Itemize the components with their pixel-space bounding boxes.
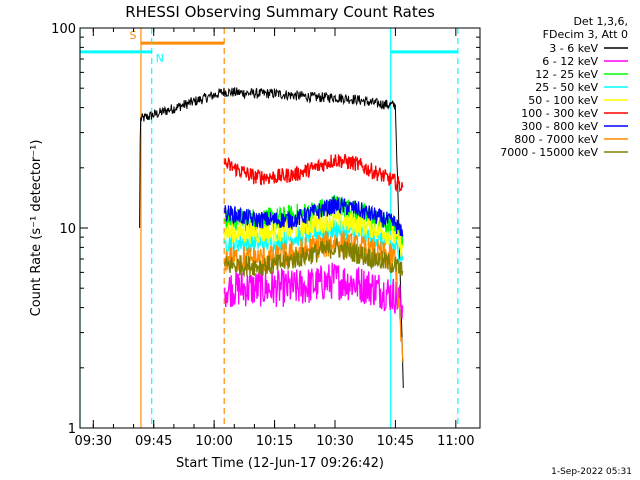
y-axis-label: Count Rate (s⁻¹ detector⁻¹) [29, 140, 44, 317]
series-line [224, 262, 404, 319]
x-tick-label: 09:30 [75, 434, 112, 449]
x-tick-label: 10:15 [256, 434, 293, 449]
series-line [224, 209, 404, 258]
flag-label: S [129, 29, 136, 42]
x-tick-label: 10:00 [195, 434, 232, 449]
x-tick-label: 09:45 [135, 434, 172, 449]
y-tick-label: 1 [68, 422, 76, 437]
series-group [139, 87, 404, 389]
series-line [224, 230, 404, 363]
series-line [139, 87, 404, 389]
series-line [224, 195, 404, 237]
legend-entry-label: 100 - 300 keV [521, 107, 598, 120]
y-tick-label: 100 [51, 22, 76, 37]
series-line [224, 237, 404, 278]
legend-entry-label: 800 - 7000 keV [514, 133, 598, 146]
legend-entry-label: 300 - 800 keV [521, 120, 598, 133]
x-tick-label: 10:30 [316, 434, 353, 449]
legend-header-line-1: Det 1,3,6, [573, 15, 628, 28]
axes: 09:30 09:45 10:00 10:15 10:30 10:45 11:00 1 10 10… [51, 22, 480, 449]
legend-entry-label: 7000 - 15000 keV [500, 146, 598, 159]
generation-timestamp: 1-Sep-2022 05:31 [551, 467, 632, 477]
chart-title: RHESSI Observing Summary Count Rates [125, 3, 435, 21]
legend-entry-label: 12 - 25 keV [535, 68, 598, 81]
series-line [223, 153, 404, 193]
x-tick-label: 11:00 [437, 434, 474, 449]
y-tick-label: 10 [59, 222, 76, 237]
flag-label: N [156, 52, 164, 65]
legend-header-line-2: FDecim 3, Att 0 [543, 28, 628, 41]
legend-entry-label: 3 - 6 keV [549, 42, 598, 55]
legend-entry-label: 25 - 50 keV [535, 81, 598, 94]
x-tick-label: 10:45 [377, 434, 414, 449]
legend-entry-label: 50 - 100 keV [528, 94, 598, 107]
legend-entry-label: 6 - 12 keV [542, 55, 598, 68]
x-axis-label: Start Time (12-Jun-17 09:26:42) [176, 456, 384, 471]
